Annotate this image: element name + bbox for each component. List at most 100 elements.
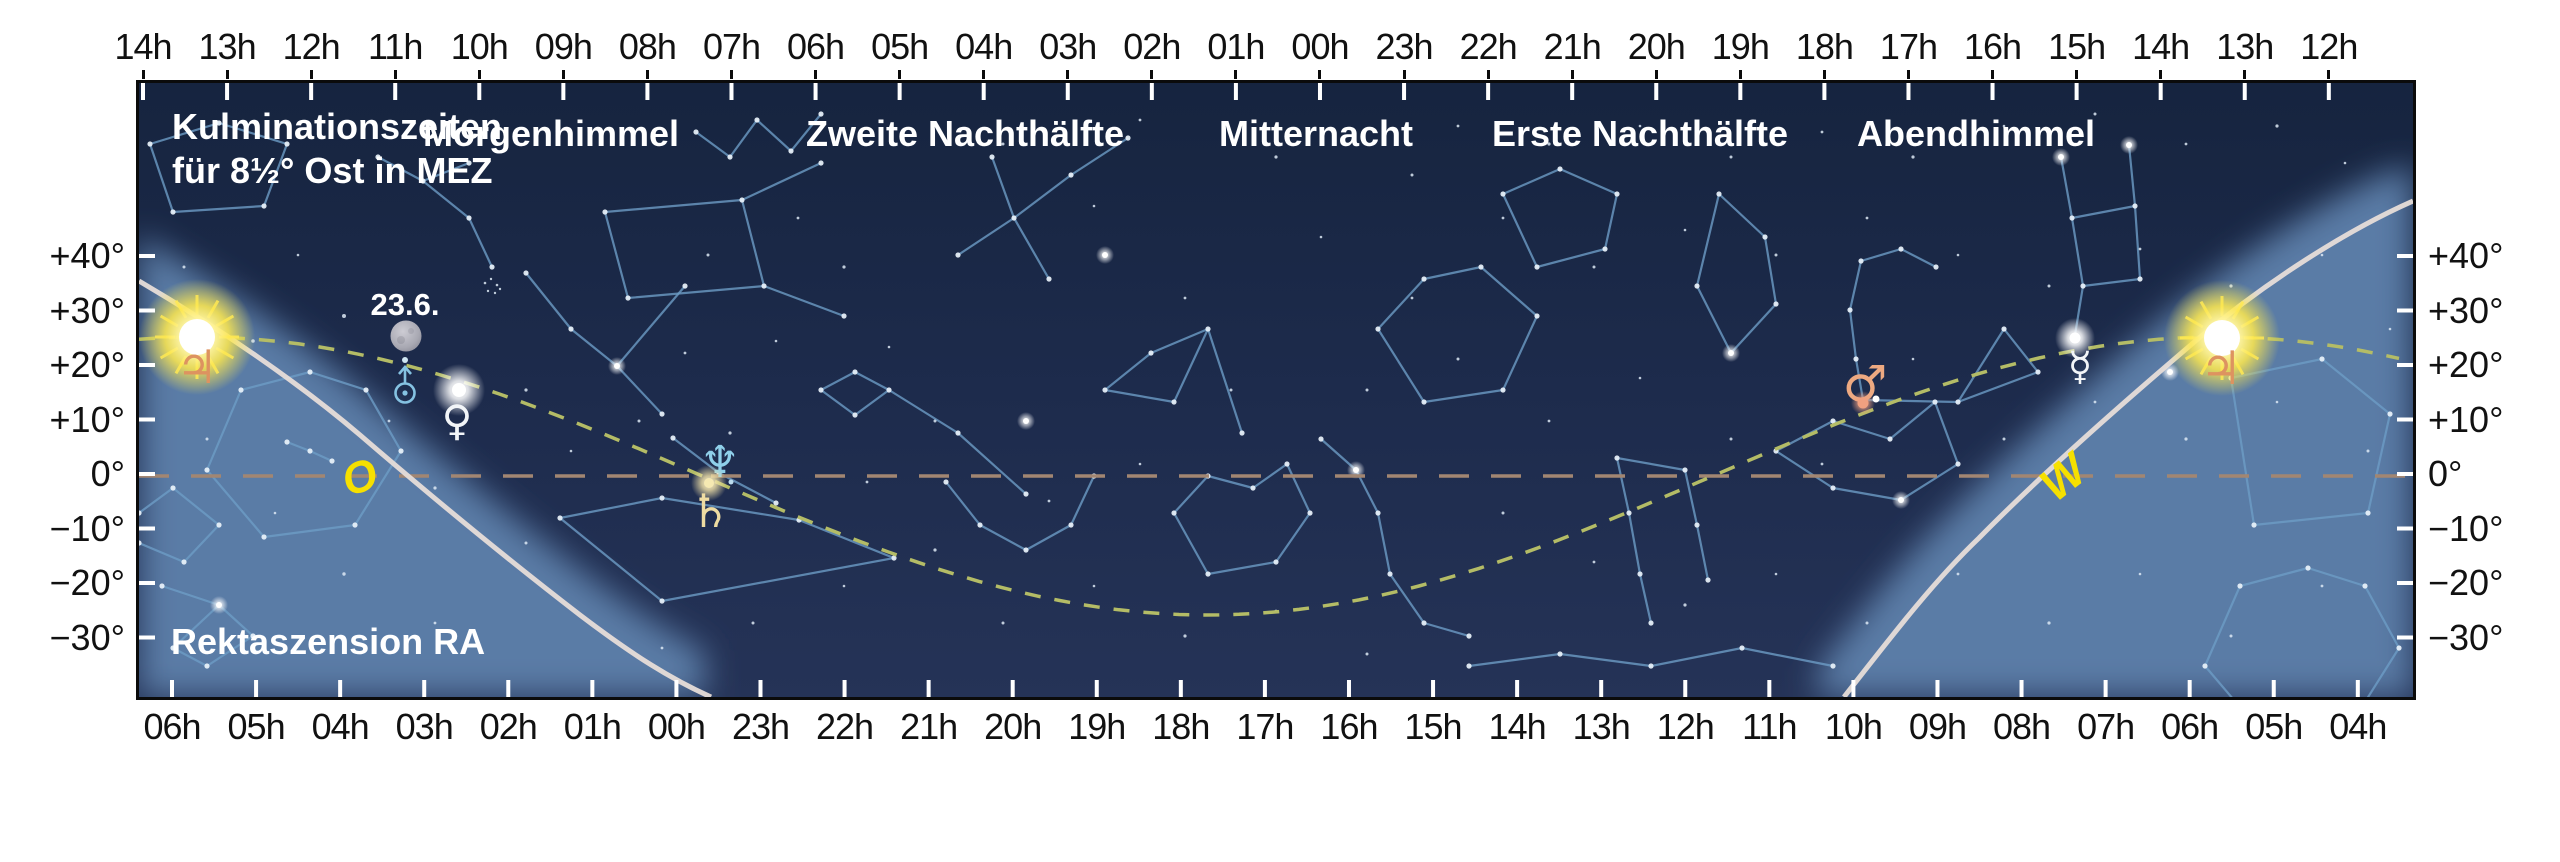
- constellation-aquila: [1206, 328, 1244, 434]
- sun-right: [2164, 280, 2280, 396]
- top-tick-label: 06h: [787, 26, 845, 67]
- top-outside-tick: [1150, 70, 1154, 79]
- inner-tick-marks: [139, 83, 2413, 697]
- top-tick-label: 18h: [1795, 26, 1854, 67]
- saturn-dot: [691, 465, 727, 501]
- declination-label-left: +30°: [49, 289, 125, 331]
- bottom-tick-label: 23h: [731, 706, 790, 747]
- constellation-cygnus: [957, 137, 1129, 256]
- top-outside-tick: [1066, 70, 1070, 79]
- venus-dot: [433, 364, 485, 416]
- top-tick-label: 04h: [955, 26, 1013, 67]
- constellation-perseus: [377, 156, 493, 268]
- constellation-orion-right: [2203, 566, 2401, 697]
- sun-left: [139, 279, 255, 395]
- bottom-tick-label: 03h: [395, 706, 454, 747]
- moon-date-label: 23.6.: [370, 287, 440, 322]
- bottom-tick-label: 05h: [2245, 706, 2303, 747]
- bottom-tick-label: 19h: [1068, 706, 1126, 747]
- top-tick-label: 10h: [450, 26, 509, 67]
- top-outside-tick: [141, 70, 145, 79]
- top-tick-label: 23h: [1375, 26, 1434, 67]
- declination-label-right: +10°: [2428, 398, 2504, 440]
- mercury-symbol: ☿: [2068, 344, 2093, 390]
- top-tick-label: 13h: [2216, 26, 2274, 67]
- top-outside-tick: [1402, 70, 1406, 79]
- bottom-tick-label: 16h: [1320, 706, 1378, 747]
- sky-graphics: ♃♀♆♄♂ ☿ ♃: [139, 83, 2413, 697]
- bottom-tick-label: 08h: [1992, 706, 2051, 747]
- bottom-tick-label: 09h: [1908, 706, 1967, 747]
- culmination-time-axis: 14h 13h 12h 11h 10h 09h 08h 07h 06h 05h 04h 03h 02h 0…: [114, 26, 2413, 72]
- top-tick-label: 16h: [1963, 26, 2022, 67]
- sky-map-canvas: ♃ ♀ ♆ ♄ ♂ ☿ ♃ Kulminationszeiten für 8½° Ost i…: [136, 80, 2416, 700]
- top-tick-label: 17h: [1879, 26, 1938, 67]
- bottom-tick-label: 21h: [900, 706, 958, 747]
- top-tick-label: 09h: [534, 26, 593, 67]
- top-tick-label: 03h: [1039, 26, 1097, 67]
- top-outside-tick: [477, 70, 481, 79]
- top-outside-tick: [225, 70, 229, 79]
- chart-title-line1: Kulminationszeiten: [172, 106, 503, 147]
- sky-period-header: Morgenhimmel: [422, 113, 680, 154]
- declination-axis-right: +40° +30° +20° +10° 0° −10° −20° −30°: [2424, 83, 2554, 697]
- constellation-gemini: [2059, 156, 2085, 336]
- top-outside-tick: [982, 70, 986, 79]
- declination-axis-left: +40° +30° +20° +10° 0° −10° −20° −30°: [0, 83, 127, 697]
- neptune-dot: [728, 479, 734, 485]
- constellation-taurus: [616, 285, 686, 367]
- declination-label-left: −30°: [49, 616, 125, 658]
- constellation-auriga-right: [2229, 357, 2392, 527]
- top-tick-label: 14h: [114, 26, 172, 67]
- constellation-gemini: [2071, 204, 2136, 220]
- bottom-tick-label: 22h: [816, 706, 874, 747]
- top-outside-tick: [645, 70, 649, 79]
- top-outside-tick: [309, 70, 313, 79]
- top-outside-tick: [1570, 70, 1574, 79]
- top-outside-tick: [1906, 70, 1910, 79]
- top-tick-label: 12h: [282, 26, 341, 67]
- chart-title: Kulminationszeiten für 8½° Ost in MEZ: [172, 105, 502, 193]
- constellation-auriga-left: [148, 121, 289, 214]
- top-tick-label: 15h: [2048, 26, 2106, 67]
- jupiter-symbol-left: ♃: [176, 340, 217, 394]
- west-horizon-line: [1842, 198, 2413, 697]
- top-outside-tick: [1991, 70, 1995, 79]
- top-tick-label: 12h: [2300, 26, 2358, 67]
- top-outside-tick: [1738, 70, 1742, 79]
- mars-dot: [1851, 391, 1875, 415]
- sky-period-header: Abendhimmel: [1856, 113, 2096, 154]
- ecliptic-line: [139, 335, 2400, 617]
- uranus-symbol: [394, 365, 416, 404]
- bottom-tick-label: 18h: [1152, 706, 1210, 747]
- uranus-dot: [402, 357, 408, 363]
- top-outside-tick: [1234, 70, 1238, 79]
- top-tick-label: 01h: [1207, 26, 1265, 67]
- top-outside-tick: [729, 70, 733, 79]
- constellation-pegasus-square: [741, 162, 822, 201]
- eastern-daylight-zone: [139, 236, 705, 697]
- declination-label-right: +30°: [2428, 289, 2504, 331]
- top-outside-tick: [2159, 70, 2163, 79]
- constellation-hercules: [1502, 167, 1619, 269]
- constellation-cetus: [559, 496, 896, 603]
- declination-label-right: −30°: [2428, 616, 2504, 658]
- bottom-tick-label: 02h: [479, 706, 538, 747]
- bottom-tick-label: 10h: [1824, 706, 1883, 747]
- sky-period-header: Mitternacht: [1218, 113, 1414, 154]
- bottom-tick-label: 00h: [647, 706, 706, 747]
- constellation-pisces-right: [1615, 457, 1653, 624]
- bottom-tick-label: 15h: [1404, 706, 1463, 747]
- top-tick-label: 08h: [618, 26, 677, 67]
- sky-period-header: Zweite Nachthälfte: [805, 113, 1125, 154]
- declination-label-right: 0°: [2428, 453, 2463, 494]
- constellation-bootes: [1695, 193, 1778, 355]
- declination-label-left: +20°: [49, 344, 125, 385]
- top-outside-tick: [561, 70, 565, 79]
- chart-title-line2: für 8½° Ost in MEZ: [172, 150, 493, 191]
- declination-label-left: 0°: [90, 453, 125, 494]
- bottom-tick-label: 04h: [2329, 706, 2387, 747]
- bottom-tick-label: 06h: [143, 706, 201, 747]
- constellation-sagittarius: [1173, 462, 1312, 576]
